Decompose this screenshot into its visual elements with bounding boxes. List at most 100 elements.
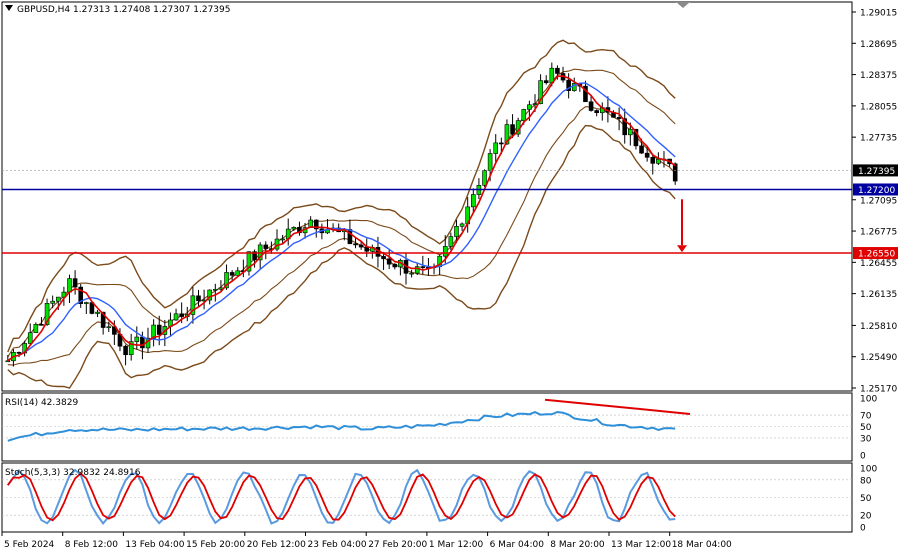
candle-body [409,272,414,275]
candle-body [229,272,235,276]
time-tick-label: 20 Feb 12:00 [247,540,306,550]
price-tag-label: 1.27200 [858,186,895,196]
candle-body [112,326,117,335]
candle-body [470,194,476,208]
candle-body [67,278,72,293]
candle-body [510,124,515,135]
rsi-tick-label: 50 [860,423,872,433]
candle-body [392,263,398,268]
candle-body [196,295,201,302]
price-tick-label: 1.25490 [860,353,897,363]
price-tick-label: 1.26455 [860,259,897,269]
candle-body [381,256,386,260]
candle-body [420,266,426,268]
candle-body [527,104,532,110]
price-tick-label: 1.27735 [860,134,897,144]
candle-body [555,67,560,74]
candle-body [521,109,527,121]
price-panel [1,1,853,392]
candle-body [538,80,543,104]
rsi-divergence-trendline [544,398,691,415]
candle-body [543,80,549,84]
rsi-tick-label: 30 [860,434,872,444]
rsi-plot [2,398,852,442]
candle-body [448,236,454,247]
rsi-title: RSI(14) 42.3829 [5,398,78,408]
candle-body [72,278,78,288]
current-price-tag [853,164,898,177]
price-tick-label: 1.28055 [860,102,897,112]
candle-body [100,311,106,328]
candle-body [84,302,89,304]
stoch-plot [2,468,852,526]
time-tick-label: 8 Feb 12:00 [65,540,119,550]
candle-body [487,153,493,171]
stoch-tick-label: 20 [860,512,872,522]
support-price-tag [853,183,898,196]
candle-body [454,226,459,237]
ma-slow-line [7,82,676,362]
time-tick-label: 13 Mar 12:00 [611,540,671,550]
candle-body [207,289,213,301]
ma-fast-line [7,75,676,362]
candle-body [313,219,319,230]
time-axis: 5 Feb 2024 8 Feb 12:00 13 Feb 04:00 15 Feb … [1,532,732,550]
rsi-tick-label: 70 [860,412,872,422]
candle-body [414,266,420,274]
candle-body [134,336,140,342]
time-tick-label: 15 Feb 20:00 [186,540,245,550]
candle-body [78,286,84,304]
candle-body [95,311,100,314]
time-tick-label: 27 Feb 20:00 [368,540,427,550]
candle-body [106,326,112,329]
candle-body [532,103,538,106]
price-axis: 1.29015 1.28695 1.28375 1.28055 1.27735 1.273… [852,9,898,395]
candle-body [5,360,11,363]
candle-body [27,332,33,344]
time-tick-label: 13 Feb 04:00 [125,540,184,550]
stoch-main-line [6,468,676,526]
candle-body [263,244,269,249]
down-arrow-head [677,245,687,253]
candle-body [246,251,252,272]
stoch-tick-label: 80 [860,476,872,486]
candle-body [504,124,510,145]
candle-body [672,163,678,182]
candle-body [633,128,639,147]
bollinger-upper [7,39,676,353]
candle-body [594,110,599,114]
chart-shift-icon[interactable] [676,2,690,8]
price-tick-label: 1.29015 [860,9,897,19]
price-tag-label: 1.27395 [858,167,895,177]
candle-body [123,345,128,356]
candle-body [173,313,179,321]
candle-body [235,270,241,276]
price-tag-label: 1.26550 [858,250,895,260]
candle-body [179,313,184,317]
rsi-line [7,410,676,442]
price-plot [2,39,852,389]
price-tick-label: 1.28695 [860,40,897,50]
candle-body [128,341,134,356]
stoch-tick-label: 100 [860,465,877,475]
candle-body [622,118,628,136]
stoch-signal-line [7,472,676,522]
price-tick-label: 1.27095 [860,196,897,206]
stoch-tick-label: 0 [860,524,866,534]
candle-body [650,157,656,164]
candle-body [493,142,499,154]
candle-body [280,238,285,241]
price-tick-label: 1.25810 [860,322,897,332]
candle-body [499,142,504,145]
symbol-triangle-icon[interactable] [5,5,13,11]
candle-body [386,258,392,265]
candle-body [291,227,297,230]
rsi-tick-label: 100 [860,395,877,405]
candle-body [44,303,50,325]
rsi-panel [1,392,853,462]
candle-body [151,324,156,339]
candle-body [628,128,633,136]
